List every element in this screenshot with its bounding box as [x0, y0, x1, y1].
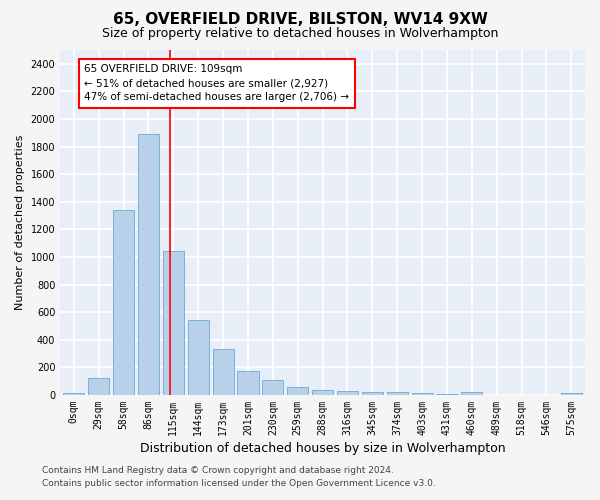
Bar: [386, 392, 408, 395]
Bar: [561, 393, 582, 395]
X-axis label: Distribution of detached houses by size in Wolverhampton: Distribution of detached houses by size …: [140, 442, 505, 455]
Bar: [212, 348, 233, 395]
Bar: [163, 251, 184, 395]
Bar: [188, 320, 209, 395]
Text: 65 OVERFIELD DRIVE: 109sqm
← 51% of detached houses are smaller (2,927)
47% of s: 65 OVERFIELD DRIVE: 109sqm ← 51% of deta…: [84, 64, 349, 102]
Bar: [436, 394, 458, 395]
Bar: [412, 393, 433, 395]
Bar: [262, 380, 283, 395]
Y-axis label: Number of detached properties: Number of detached properties: [15, 135, 25, 310]
Text: Contains HM Land Registry data © Crown copyright and database right 2024.
Contai: Contains HM Land Registry data © Crown c…: [42, 466, 436, 487]
Bar: [337, 391, 358, 395]
Text: Size of property relative to detached houses in Wolverhampton: Size of property relative to detached ho…: [102, 28, 498, 40]
Bar: [63, 393, 85, 395]
Bar: [88, 378, 109, 395]
Bar: [138, 134, 159, 395]
Bar: [238, 372, 259, 395]
Text: 65, OVERFIELD DRIVE, BILSTON, WV14 9XW: 65, OVERFIELD DRIVE, BILSTON, WV14 9XW: [113, 12, 487, 28]
Bar: [113, 210, 134, 395]
Bar: [461, 392, 482, 395]
Bar: [312, 390, 333, 395]
Bar: [362, 392, 383, 395]
Bar: [287, 386, 308, 395]
